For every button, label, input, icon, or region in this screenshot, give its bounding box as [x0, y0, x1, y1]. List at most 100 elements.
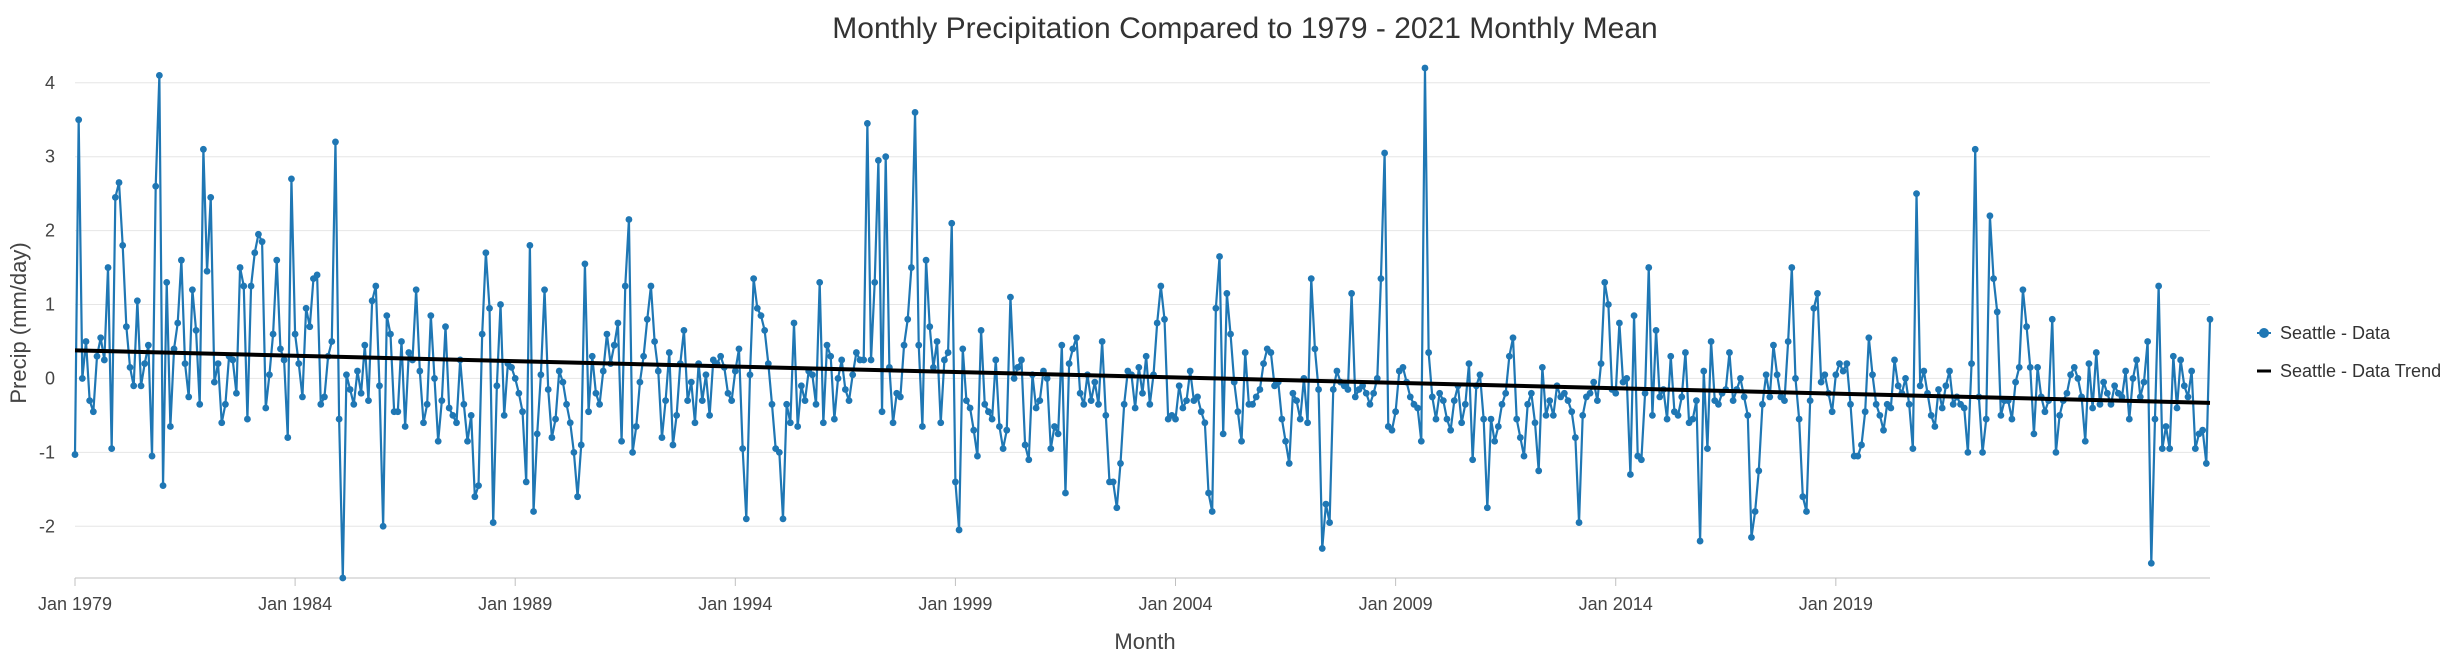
data-point[interactable] — [1146, 400, 1154, 408]
data-point[interactable] — [1161, 315, 1168, 323]
data-point[interactable] — [900, 341, 908, 349]
data-point[interactable] — [519, 408, 526, 416]
data-point[interactable] — [2191, 445, 2199, 453]
data-point[interactable] — [475, 482, 482, 490]
data-point[interactable] — [2008, 415, 2016, 423]
data-point[interactable] — [970, 426, 978, 434]
data-point[interactable] — [1153, 319, 1161, 327]
data-point[interactable] — [1982, 415, 1990, 423]
data-point[interactable] — [508, 363, 515, 371]
data-point[interactable] — [185, 393, 193, 401]
data-point[interactable] — [845, 397, 853, 405]
data-point[interactable] — [1043, 375, 1051, 382]
data-point[interactable] — [126, 363, 134, 371]
data-point[interactable] — [2070, 363, 2078, 371]
data-point[interactable] — [2026, 363, 2034, 371]
data-point[interactable] — [2158, 445, 2166, 453]
data-point[interactable] — [398, 338, 405, 345]
data-point[interactable] — [1322, 500, 1330, 508]
data-point[interactable] — [1318, 545, 1326, 552]
data-point[interactable] — [1810, 304, 1818, 312]
data-point[interactable] — [144, 341, 152, 349]
data-point[interactable] — [526, 241, 534, 249]
data-point[interactable] — [1087, 397, 1095, 405]
data-point[interactable] — [332, 138, 339, 146]
data-point[interactable] — [2188, 367, 2196, 375]
data-point[interactable] — [2074, 375, 2082, 382]
data-point[interactable] — [203, 267, 211, 275]
data-point[interactable] — [1891, 356, 1898, 364]
data-point[interactable] — [434, 437, 442, 445]
data-point[interactable] — [926, 323, 934, 331]
data-point[interactable] — [100, 356, 108, 364]
data-point[interactable] — [288, 175, 295, 183]
data-point[interactable] — [1436, 389, 1444, 397]
data-point[interactable] — [1535, 467, 1543, 475]
data-point[interactable] — [1399, 363, 1407, 371]
data-point[interactable] — [321, 393, 328, 401]
data-point[interactable] — [251, 249, 259, 257]
data-point[interactable] — [614, 319, 622, 327]
data-point[interactable] — [830, 415, 838, 423]
data-point[interactable] — [354, 367, 361, 375]
data-point[interactable] — [919, 423, 926, 430]
data-point[interactable] — [464, 437, 471, 445]
data-point[interactable] — [827, 352, 835, 360]
data-point[interactable] — [816, 278, 824, 286]
data-point[interactable] — [1773, 371, 1781, 379]
data-point[interactable] — [735, 345, 743, 353]
data-point[interactable] — [284, 434, 292, 441]
data-point[interactable] — [797, 382, 805, 390]
data-point[interactable] — [1751, 508, 1759, 515]
data-point[interactable] — [192, 326, 200, 334]
data-point[interactable] — [1135, 363, 1143, 371]
data-point[interactable] — [1227, 330, 1234, 338]
data-point[interactable] — [2041, 408, 2049, 416]
data-point[interactable] — [71, 451, 79, 458]
data-point[interactable] — [1381, 149, 1389, 157]
data-point[interactable] — [1916, 382, 1924, 390]
data-point[interactable] — [1700, 367, 1708, 375]
data-point[interactable] — [930, 363, 937, 371]
data-point[interactable] — [1960, 404, 1968, 412]
data-point[interactable] — [89, 408, 97, 416]
data-point[interactable] — [544, 386, 552, 393]
data-point[interactable] — [1832, 371, 1840, 379]
data-point[interactable] — [1913, 190, 1920, 198]
data-point[interactable] — [119, 241, 127, 249]
data-point[interactable] — [1766, 393, 1774, 401]
data-point[interactable] — [1494, 423, 1502, 430]
data-point[interactable] — [2177, 356, 2185, 364]
data-point[interactable] — [1256, 386, 1264, 393]
data-point[interactable] — [111, 193, 119, 201]
data-point[interactable] — [137, 382, 145, 390]
data-point[interactable] — [1601, 278, 1609, 286]
data-point[interactable] — [196, 400, 204, 408]
data-point[interactable] — [166, 423, 174, 430]
data-point[interactable] — [1623, 375, 1631, 382]
data-point[interactable] — [1241, 349, 1249, 356]
data-point[interactable] — [1443, 415, 1451, 423]
data-point[interactable] — [2199, 426, 2207, 434]
data-point[interactable] — [177, 256, 185, 264]
data-point[interactable] — [273, 256, 281, 264]
data-point[interactable] — [2012, 378, 2019, 386]
data-point[interactable] — [801, 397, 809, 405]
data-point[interactable] — [387, 330, 394, 338]
data-point[interactable] — [915, 341, 923, 349]
data-point[interactable] — [2133, 356, 2141, 364]
data-point[interactable] — [596, 400, 603, 408]
data-point[interactable] — [647, 282, 655, 290]
data-point[interactable] — [621, 282, 629, 290]
data-point[interactable] — [471, 493, 479, 501]
data-point[interactable] — [82, 338, 90, 345]
data-point[interactable] — [1289, 389, 1297, 397]
data-point[interactable] — [698, 397, 706, 405]
data-point[interactable] — [750, 275, 758, 283]
data-point[interactable] — [1865, 334, 1873, 342]
data-point[interactable] — [218, 419, 226, 427]
data-point[interactable] — [2140, 378, 2148, 386]
data-point[interactable] — [2103, 389, 2111, 397]
data-point[interactable] — [1935, 386, 1942, 393]
data-point[interactable] — [233, 389, 240, 397]
